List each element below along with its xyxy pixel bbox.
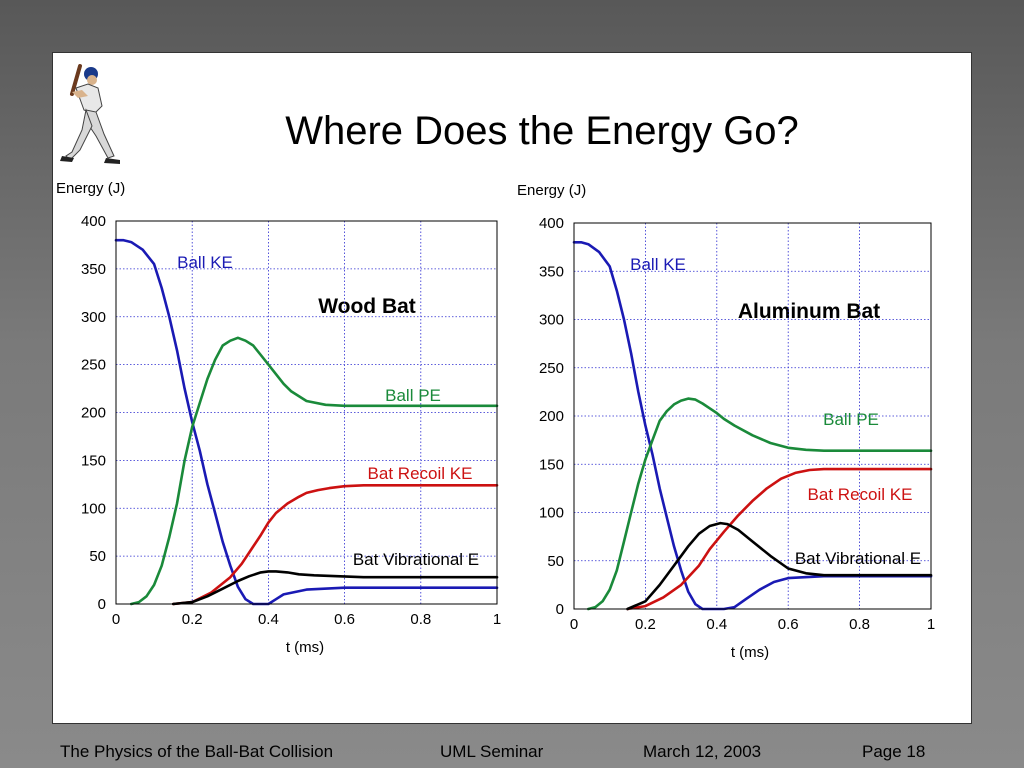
chart-aluminum-ylabel: Energy (J) (517, 182, 586, 199)
chart-aluminum-xtick-label: 0.6 (778, 616, 799, 633)
chart-aluminum-ytick-label: 400 (539, 215, 564, 232)
chart-wood-xtick-label: 1 (493, 611, 501, 628)
chart-wood-label-vibrational: Bat Vibrational E (353, 550, 479, 569)
chart-wood-series-bat-recoil-ke (171, 483, 499, 606)
chart-wood-grid (116, 221, 497, 604)
chart-wood-bat: Energy (J) t (ms) Wood Bat 0 50 100 150 200 2… (56, 180, 501, 656)
chart-aluminum-ytick-label: 100 (539, 505, 564, 522)
chart-aluminum-label-recoil: Bat Recoil KE (808, 485, 913, 504)
batter-icon (60, 64, 120, 164)
chart-aluminum-plot-frame (573, 222, 932, 610)
chart-wood-series-ball-pe (129, 336, 499, 606)
chart-aluminum-label-ball-pe: Ball PE (823, 410, 879, 429)
chart-aluminum-ytick-label: 200 (539, 408, 564, 425)
chart-wood-ytick-label: 0 (98, 596, 106, 613)
footer-event: UML Seminar (440, 742, 544, 761)
chart-wood-xtick-label: 0.4 (258, 611, 279, 628)
chart-wood-xlabel: t (ms) (286, 639, 324, 656)
chart-wood-xtick-label: 0.8 (410, 611, 431, 628)
chart-wood-label-ball-pe: Ball PE (385, 386, 441, 405)
chart-aluminum-series-bat-recoil-ke (626, 467, 933, 611)
footer: The Physics of the Ball-Bat Collision UM… (0, 738, 1024, 768)
chart-aluminum-ytick-label: 0 (556, 601, 564, 618)
footer-date: March 12, 2003 (643, 742, 762, 761)
chart-aluminum-ytick-label: 150 (539, 456, 564, 473)
chart-aluminum-ytick-label: 250 (539, 360, 564, 377)
chart-wood-ytick-label: 400 (81, 213, 106, 230)
chart-wood-title: Wood Bat (318, 295, 416, 318)
chart-aluminum-series-ball-pe (586, 397, 933, 611)
chart-aluminum-ytick-label: 50 (547, 553, 564, 570)
footer-page-number: Page 18 (862, 742, 926, 761)
chart-wood-ytick-label: 350 (81, 261, 106, 278)
chart-aluminum-xtick-label: 0 (570, 616, 578, 633)
chart-aluminum-title: Aluminum Bat (738, 300, 880, 323)
chart-aluminum-ytick-label: 300 (539, 312, 564, 329)
chart-wood-ytick-label: 150 (81, 452, 106, 469)
chart-wood-ytick-label: 50 (89, 548, 106, 565)
chart-aluminum-ytick-label: 350 (539, 263, 564, 280)
chart-wood-ytick-label: 250 (81, 357, 106, 374)
chart-wood-series-ball-ke (114, 238, 499, 606)
chart-wood-ytick-label: 100 (81, 500, 106, 517)
chart-aluminum-bat: Energy (J) t (ms) Aluminum Bat 0 50 100 150… (517, 182, 935, 661)
chart-wood-label-ball-ke: Ball KE (177, 253, 233, 272)
chart-wood-xtick-label: 0 (112, 611, 120, 628)
chart-wood-ytick-label: 300 (81, 309, 106, 326)
chart-wood-ylabel: Energy (J) (56, 180, 125, 197)
slide-title: Where Does the Energy Go? (285, 109, 799, 153)
chart-aluminum-grid (574, 223, 931, 609)
chart-aluminum-xtick-label: 0.8 (849, 616, 870, 633)
chart-wood-xtick-label: 0.2 (182, 611, 203, 628)
chart-aluminum-xlabel: t (ms) (731, 644, 769, 661)
chart-aluminum-xtick-label: 1 (927, 616, 935, 633)
chart-aluminum-series-ball-ke (572, 241, 933, 611)
chart-aluminum-series-bat-vibrational-e (626, 521, 933, 611)
chart-wood-xtick-label: 0.6 (334, 611, 355, 628)
chart-aluminum-xtick-label: 0.4 (706, 616, 727, 633)
chart-wood-ytick-label: 200 (81, 405, 106, 422)
chart-wood-plot-frame (115, 220, 498, 605)
chart-aluminum-xtick-label: 0.2 (635, 616, 656, 633)
chart-aluminum-label-vibrational: Bat Vibrational E (795, 549, 921, 568)
chart-wood-label-recoil: Bat Recoil KE (368, 464, 473, 483)
footer-talk-title: The Physics of the Ball-Bat Collision (60, 742, 334, 761)
chart-aluminum-label-ball-ke: Ball KE (630, 255, 686, 274)
charts-canvas: Energy (J) t (ms) Wood Bat 0501001502002… (56, 180, 935, 661)
chart-wood-series-bat-vibrational-e (171, 570, 499, 606)
